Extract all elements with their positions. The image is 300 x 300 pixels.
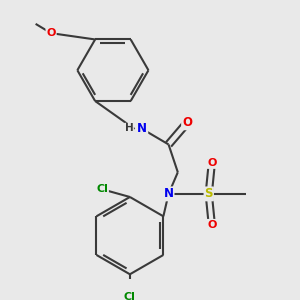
- Text: O: O: [46, 28, 56, 38]
- Text: Cl: Cl: [124, 292, 136, 300]
- Text: S: S: [205, 188, 213, 200]
- Text: O: O: [207, 220, 217, 230]
- Text: N: N: [164, 188, 173, 200]
- Text: O: O: [207, 158, 217, 168]
- Text: H: H: [124, 123, 134, 134]
- Text: Cl: Cl: [96, 184, 108, 194]
- Text: O: O: [182, 116, 192, 129]
- Text: N: N: [137, 122, 147, 136]
